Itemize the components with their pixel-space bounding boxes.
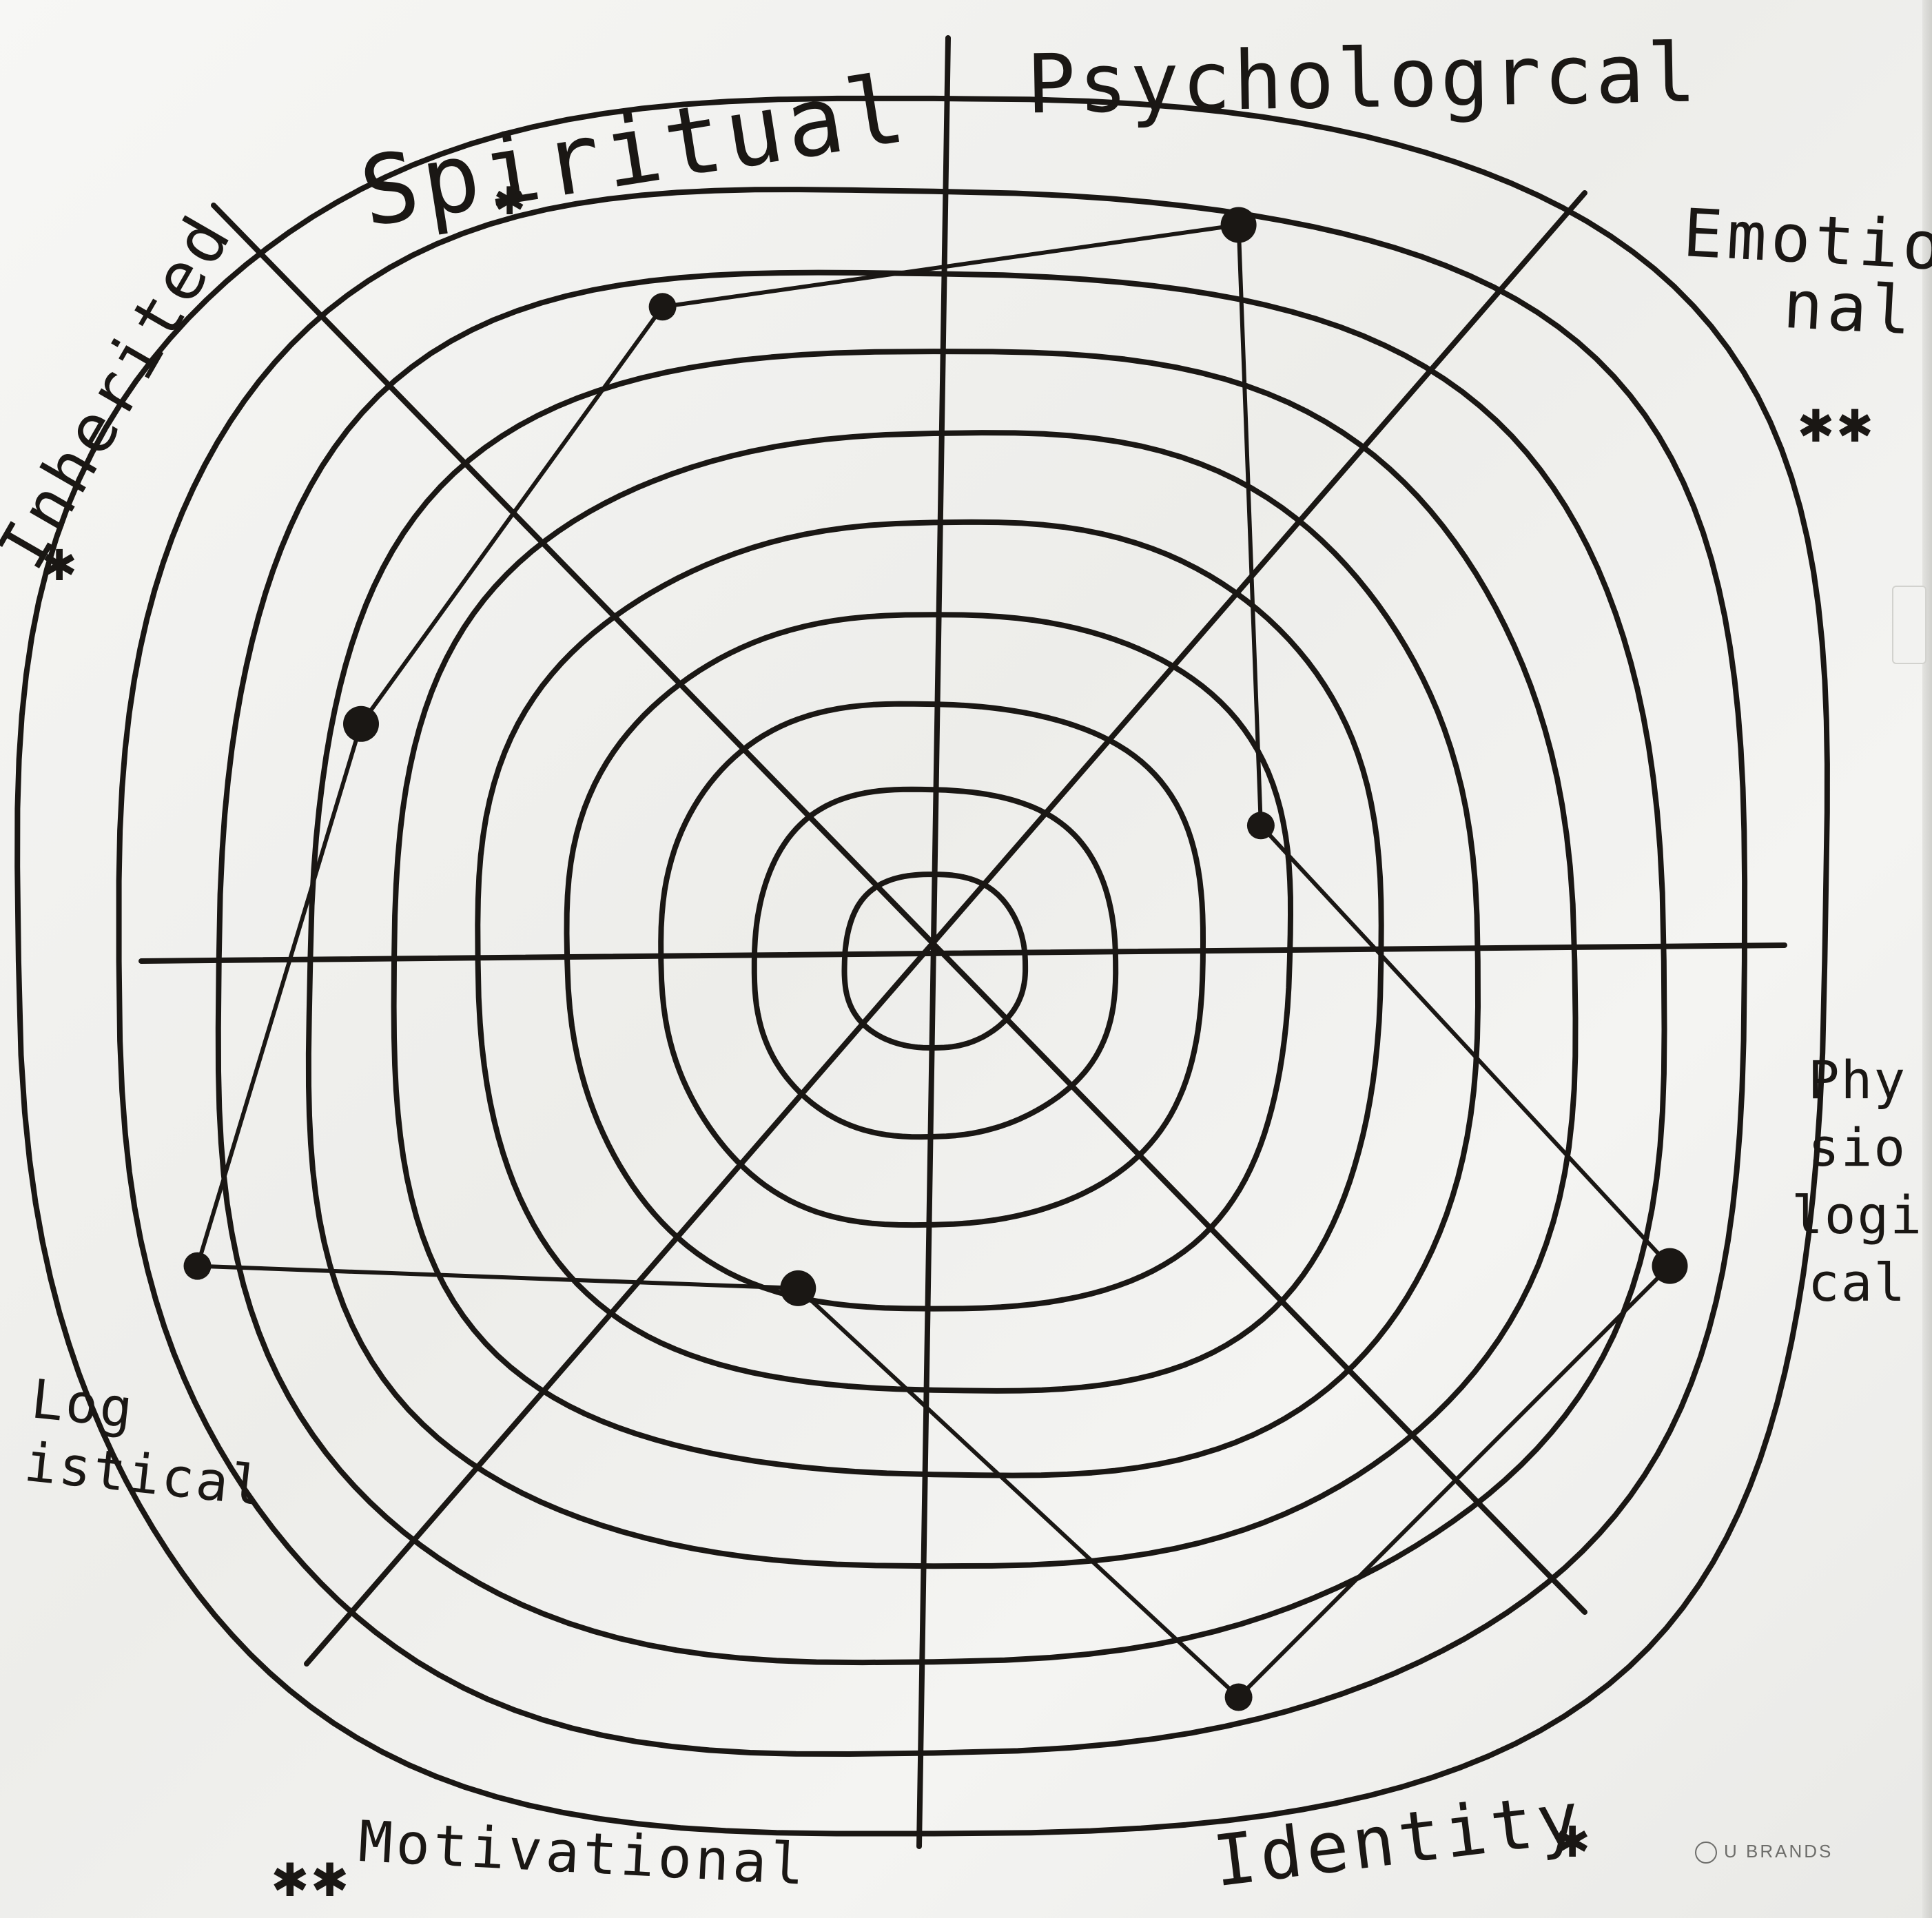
star-identity-icon: ✱ xyxy=(1556,1806,1594,1870)
radar-point-5 xyxy=(780,1270,816,1306)
brand-text: U BRANDS xyxy=(1724,1841,1833,1862)
board-frame-edge xyxy=(1922,0,1932,1918)
ubrands-logo-icon xyxy=(1695,1842,1717,1864)
label-psychological: Psychologrcal xyxy=(1025,25,1700,132)
radar-ring-3 xyxy=(658,701,1206,1228)
radar-ring-10 xyxy=(14,95,1830,1837)
radar-axis-horizontal xyxy=(138,942,1787,964)
label-physiological-line2: sio xyxy=(1807,1117,1907,1178)
label-physiological: Phy sio logi cal xyxy=(1791,1054,1923,1309)
radar-ring-5 xyxy=(475,519,1384,1394)
label-physiological-line3: logi xyxy=(1791,1184,1924,1246)
radar-polygon-layer xyxy=(183,207,1688,1711)
radar-ring-2 xyxy=(751,786,1119,1140)
label-logistical: Log istical xyxy=(21,1368,274,1518)
star-motivational-icon: ✱✱ xyxy=(272,1842,352,1910)
label-emotional: Emotio nal xyxy=(1678,194,1932,350)
label-emotional-line2: nal xyxy=(1781,265,1918,350)
radar-point-7 xyxy=(343,705,379,742)
label-physiological-line4: cal xyxy=(1807,1252,1907,1313)
star-emotional-icon: ✱✱ xyxy=(1798,388,1877,455)
radar-point-1 xyxy=(1220,207,1257,243)
star-spiritual-icon: ✱ xyxy=(495,168,529,226)
radar-ring-4 xyxy=(564,612,1293,1312)
label-physiological-line1: Phy xyxy=(1807,1049,1907,1111)
radar-point-4 xyxy=(1224,1683,1253,1711)
radar-point-3 xyxy=(1652,1248,1688,1284)
radar-axis-diagonal-rising xyxy=(304,190,1587,1667)
star-inherited-icon: ✱ xyxy=(43,529,81,593)
brand-mark: U BRANDS xyxy=(1695,1841,1833,1864)
board-clip xyxy=(1892,586,1926,664)
radar-ring-9 xyxy=(116,187,1748,1757)
radar-axis-diagonal-falling xyxy=(211,203,1587,1615)
radar-point-8 xyxy=(648,293,677,321)
radar-point-2 xyxy=(1246,812,1275,840)
radar-point-6 xyxy=(183,1252,212,1280)
radar-axes xyxy=(138,35,1787,1849)
